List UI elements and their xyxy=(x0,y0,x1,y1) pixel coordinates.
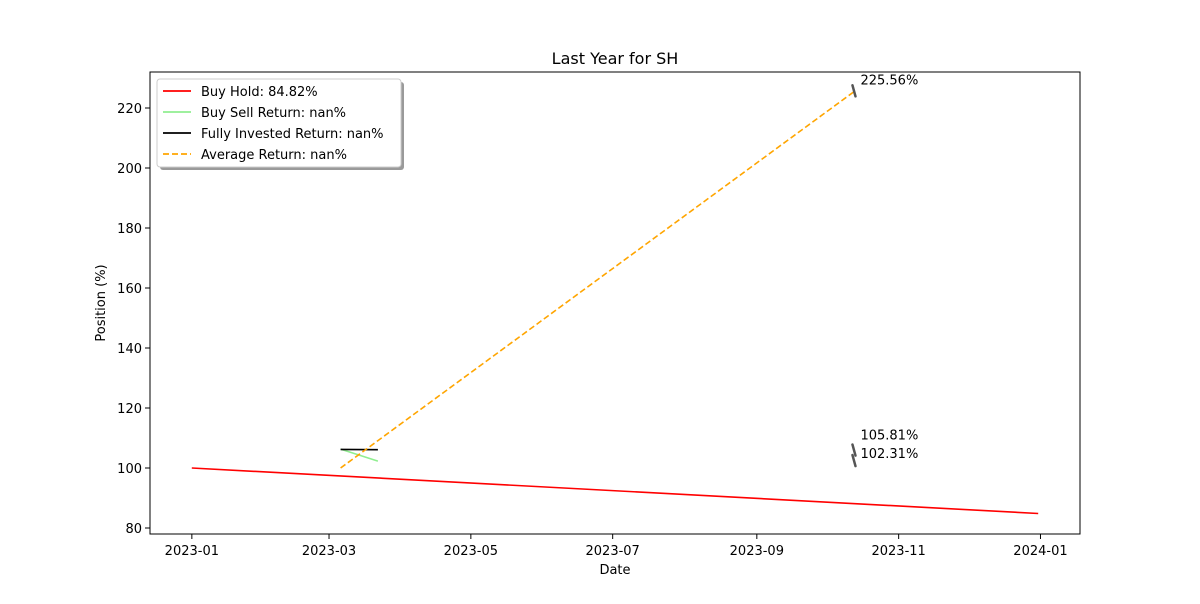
annotation-label: 225.56% xyxy=(860,73,918,88)
y-tick-label: 180 xyxy=(117,222,142,237)
x-tick-label: 2023-09 xyxy=(730,544,784,559)
y-axis-label: Position (%) xyxy=(94,264,109,341)
legend-label-2: Fully Invested Return: nan% xyxy=(201,127,384,142)
legend: Buy Hold: 84.82% Buy Sell Return: nan% Ful… xyxy=(157,79,404,170)
y-tick-label: 100 xyxy=(117,462,142,477)
x-tick-label: 2023-01 xyxy=(165,544,219,559)
x-tick-label: 2023-05 xyxy=(444,544,498,559)
y-tick-label: 80 xyxy=(125,522,142,537)
legend-label-3: Average Return: nan% xyxy=(201,148,347,163)
x-tick-label: 2024-01 xyxy=(1013,544,1067,559)
y-tick-label: 140 xyxy=(117,342,142,357)
annotation-label: 105.81% xyxy=(860,429,918,444)
x-tick-label: 2023-03 xyxy=(302,544,356,559)
y-tick-label: 160 xyxy=(117,282,142,297)
y-tick-label: 200 xyxy=(117,162,142,177)
y-tick-label: 120 xyxy=(117,402,142,417)
legend-label-0: Buy Hold: 84.82% xyxy=(201,85,318,100)
chart-title: Last Year for SH xyxy=(552,49,679,68)
annotation-label: 102.31% xyxy=(860,447,918,462)
x-axis-label: Date xyxy=(599,563,630,578)
x-tick-label: 2023-11 xyxy=(871,544,925,559)
x-tick-label: 2023-07 xyxy=(586,544,640,559)
legend-label-1: Buy Sell Return: nan% xyxy=(201,106,346,121)
y-tick-label: 220 xyxy=(117,102,142,117)
